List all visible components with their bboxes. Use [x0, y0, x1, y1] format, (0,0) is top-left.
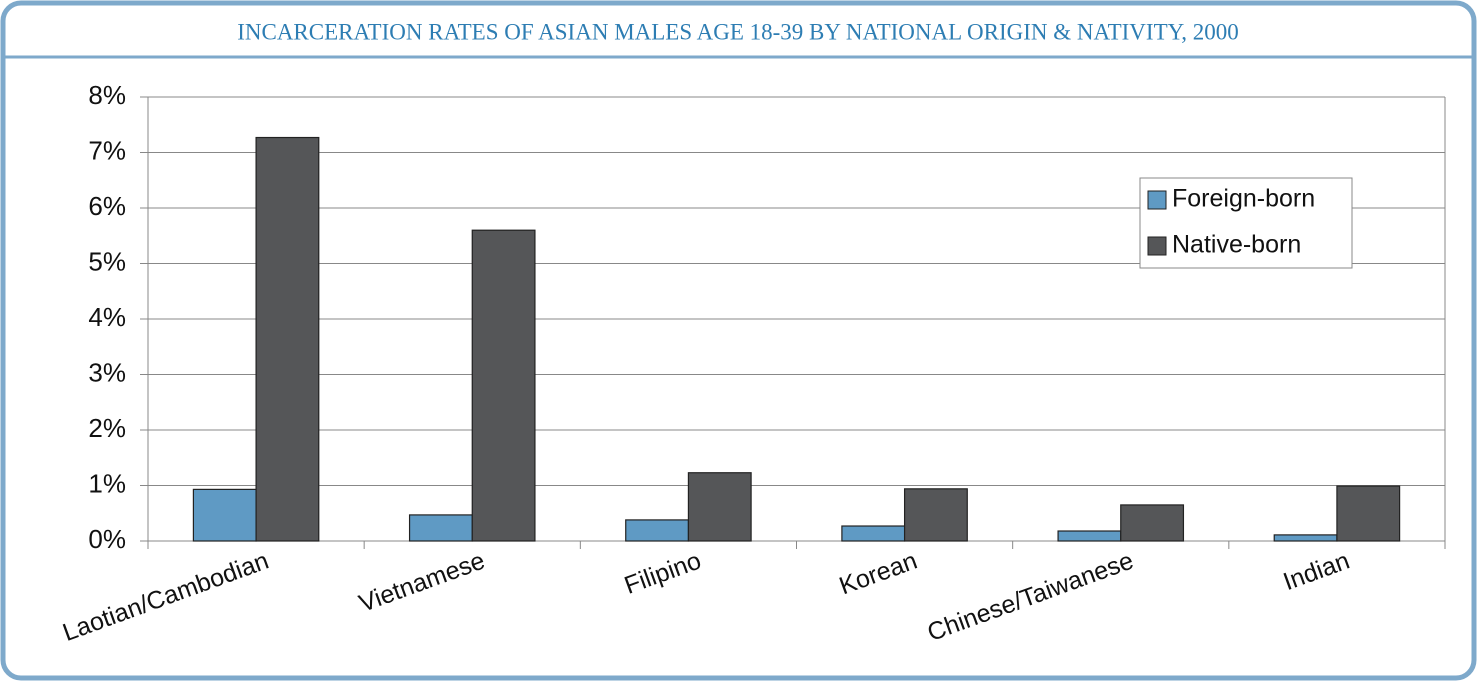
legend-swatch [1147, 190, 1167, 210]
bar [1057, 530, 1122, 542]
bar [625, 519, 690, 542]
y-tick-label: 7% [88, 135, 126, 165]
bar [1273, 534, 1338, 542]
legend-label: Foreign-born [1172, 185, 1315, 213]
bar [255, 136, 320, 542]
legend-box [1139, 177, 1353, 269]
bar [841, 525, 906, 542]
y-tick-label: 6% [88, 191, 126, 221]
bar [687, 472, 752, 542]
legend-swatch [1147, 236, 1167, 256]
y-tick-label: 1% [88, 468, 126, 498]
legend-label: Native-born [1172, 231, 1301, 259]
y-tick-label: 5% [88, 246, 126, 276]
bar [1336, 485, 1401, 542]
bar [408, 514, 473, 542]
bar [903, 488, 968, 542]
y-tick-label: 3% [88, 357, 126, 387]
bar [471, 229, 536, 542]
y-tick-label: 8% [88, 80, 126, 110]
y-tick-label: 4% [88, 302, 126, 332]
bar [1120, 504, 1185, 542]
y-tick-label: 2% [88, 413, 126, 443]
chart-title: INCARCERATION RATES OF ASIAN MALES AGE 1… [237, 19, 1239, 44]
bar [192, 488, 257, 542]
y-tick-label: 0% [88, 524, 126, 554]
